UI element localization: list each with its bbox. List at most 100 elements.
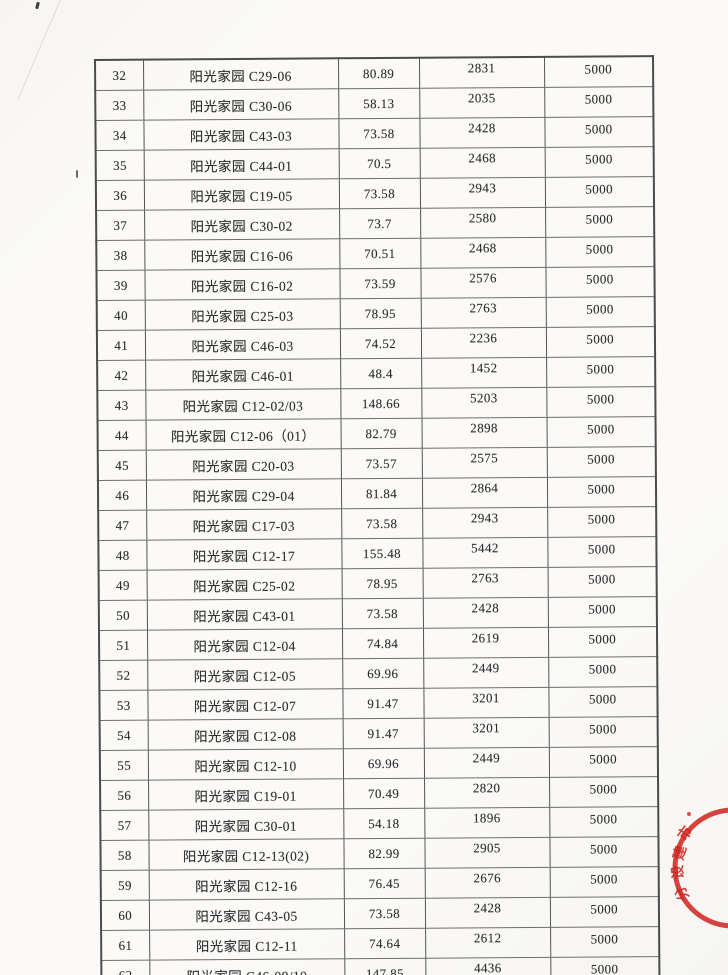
subsidy-cell: 5000 bbox=[544, 176, 655, 208]
project-name-cell: 阳光家园 C12-06（01） bbox=[145, 418, 341, 451]
project-name-cell: 阳光家园 C43-05 bbox=[148, 898, 345, 931]
area-cell: 76.45 bbox=[343, 868, 425, 899]
project-name-cell: 阳光家园 C12-02/03 bbox=[145, 388, 341, 421]
table-row: 59 阳光家园 C12-16 76.45 2676 5000 bbox=[100, 866, 659, 901]
project-name-cell: 阳光家园 C46-09/10 bbox=[149, 958, 345, 975]
project-name-cell: 阳光家园 C12-05 bbox=[147, 658, 343, 691]
subsidy-cell: 5000 bbox=[548, 746, 659, 778]
area-cell: 81.84 bbox=[340, 478, 423, 509]
subsidy-cell: 5000 bbox=[547, 566, 657, 598]
area-cell: 73.58 bbox=[343, 898, 426, 929]
row-number-cell: 47 bbox=[98, 510, 147, 541]
area-cell: 73.58 bbox=[338, 178, 421, 209]
row-number-cell: 45 bbox=[97, 450, 146, 481]
row-number-cell: 51 bbox=[98, 630, 148, 661]
subsidy-cell: 5000 bbox=[546, 446, 656, 478]
table-row: 36 阳光家园 C19-05 73.58 2943 5000 bbox=[95, 176, 655, 211]
amount-cell: 2898 bbox=[421, 417, 547, 449]
project-name-cell: 阳光家园 C19-01 bbox=[148, 778, 344, 811]
area-cell: 70.51 bbox=[339, 238, 421, 269]
row-number-cell: 42 bbox=[97, 360, 146, 391]
amount-cell: 4436 bbox=[425, 957, 551, 975]
row-number-cell: 48 bbox=[98, 540, 147, 571]
subsidy-cell: 5000 bbox=[546, 476, 657, 508]
amount-cell: 3201 bbox=[423, 717, 549, 749]
table-row: 58 阳光家园 C12-13(02) 82.99 2905 5000 bbox=[100, 836, 659, 871]
subsidy-cell: 5000 bbox=[546, 356, 656, 388]
area-cell: 82.79 bbox=[340, 418, 422, 449]
area-cell: 78.95 bbox=[339, 298, 421, 329]
area-cell: 73.57 bbox=[340, 448, 422, 479]
amount-cell: 1452 bbox=[421, 357, 547, 389]
subsidy-cell: 5000 bbox=[549, 776, 659, 808]
table-row: 51 阳光家园 C12-04 74.84 2619 5000 bbox=[98, 626, 658, 661]
amount-cell: 2763 bbox=[420, 297, 546, 329]
amount-cell: 2943 bbox=[422, 507, 548, 539]
area-cell: 148.66 bbox=[340, 388, 422, 419]
row-number-cell: 38 bbox=[96, 240, 145, 271]
table-row: 39 阳光家园 C16-02 73.59 2576 5000 bbox=[96, 266, 655, 301]
table-row: 52 阳光家园 C12-05 69.96 2449 5000 bbox=[99, 656, 658, 691]
row-number-cell: 53 bbox=[99, 690, 148, 721]
area-cell: 91.47 bbox=[342, 718, 424, 749]
project-name-cell: 阳光家园 C19-05 bbox=[143, 178, 340, 211]
subsidy-cell: 5000 bbox=[548, 656, 658, 688]
area-cell: 74.64 bbox=[344, 928, 426, 959]
subsidy-cell: 5000 bbox=[547, 626, 658, 658]
amount-cell: 2035 bbox=[419, 87, 545, 119]
subsidy-cell: 5000 bbox=[550, 926, 660, 958]
project-name-cell: 阳光家园 C46-01 bbox=[145, 358, 341, 391]
seal-character: 市 bbox=[674, 823, 696, 844]
project-name-cell: 阳光家园 C16-06 bbox=[144, 238, 340, 271]
project-name-cell: 阳光家园 C12-10 bbox=[147, 748, 344, 781]
project-name-cell: 阳光家园 C29-06 bbox=[143, 58, 339, 91]
table-row: 57 阳光家园 C30-01 54.18 1896 5000 bbox=[100, 806, 659, 841]
area-cell: 147.85 bbox=[344, 958, 426, 975]
area-cell: 82.99 bbox=[343, 838, 425, 869]
table-row: 50 阳光家园 C43-01 73.58 2428 5000 bbox=[98, 596, 657, 631]
row-number-cell: 57 bbox=[100, 810, 149, 841]
amount-cell: 2449 bbox=[423, 747, 550, 779]
amount-cell: 2831 bbox=[418, 56, 545, 89]
row-number-cell: 34 bbox=[95, 120, 144, 151]
subsidy-cell: 5000 bbox=[545, 266, 655, 298]
seal-dot bbox=[687, 812, 691, 816]
subsidy-cell: 5000 bbox=[547, 506, 657, 538]
project-name-cell: 阳光家园 C43-01 bbox=[146, 598, 342, 631]
table-row: 49 阳光家园 C25-02 78.95 2763 5000 bbox=[98, 566, 657, 601]
project-name-cell: 阳光家园 C30-02 bbox=[144, 208, 340, 241]
table-row: 38 阳光家园 C16-06 70.51 2468 5000 bbox=[96, 236, 655, 271]
amount-cell: 2428 bbox=[419, 117, 545, 149]
subsidy-cell: 5000 bbox=[547, 596, 657, 628]
table-row: 43 阳光家园 C12-02/03 148.66 5203 5000 bbox=[97, 386, 656, 421]
area-cell: 155.48 bbox=[341, 538, 423, 569]
amount-cell: 2943 bbox=[419, 177, 546, 209]
table-row: 35 阳光家园 C44-01 70.5 2468 5000 bbox=[95, 146, 654, 181]
project-name-cell: 阳光家园 C43-03 bbox=[143, 118, 339, 151]
table-row: 41 阳光家园 C46-03 74.52 2236 5000 bbox=[96, 326, 656, 361]
amount-cell: 2575 bbox=[421, 447, 547, 479]
area-cell: 91.47 bbox=[342, 688, 424, 719]
row-number-cell: 36 bbox=[95, 180, 145, 211]
project-name-cell: 阳光家园 C20-03 bbox=[145, 448, 341, 481]
table-row: 53 阳光家园 C12-07 91.47 3201 5000 bbox=[99, 686, 658, 721]
area-cell: 73.7 bbox=[339, 208, 421, 239]
project-name-cell: 阳光家园 C12-11 bbox=[149, 928, 345, 961]
row-number-cell: 32 bbox=[95, 59, 144, 91]
ink-speck bbox=[76, 170, 78, 178]
table-row: 37 阳光家园 C30-02 73.7 2580 5000 bbox=[96, 206, 655, 241]
amount-cell: 2580 bbox=[420, 207, 546, 239]
subsidy-cell: 5000 bbox=[548, 716, 658, 748]
row-number-cell: 58 bbox=[100, 840, 149, 871]
table-row: 45 阳光家园 C20-03 73.57 2575 5000 bbox=[97, 446, 656, 481]
table-row: 32 阳光家园 C29-06 80.89 2831 5000 bbox=[95, 56, 654, 91]
row-number-cell: 41 bbox=[96, 330, 146, 361]
amount-cell: 2676 bbox=[424, 867, 550, 899]
subsidy-cell: 5000 bbox=[546, 386, 656, 418]
amount-cell: 5203 bbox=[421, 387, 547, 419]
amount-cell: 3201 bbox=[423, 687, 549, 719]
row-number-cell: 56 bbox=[100, 780, 149, 811]
area-cell: 73.59 bbox=[339, 268, 421, 299]
